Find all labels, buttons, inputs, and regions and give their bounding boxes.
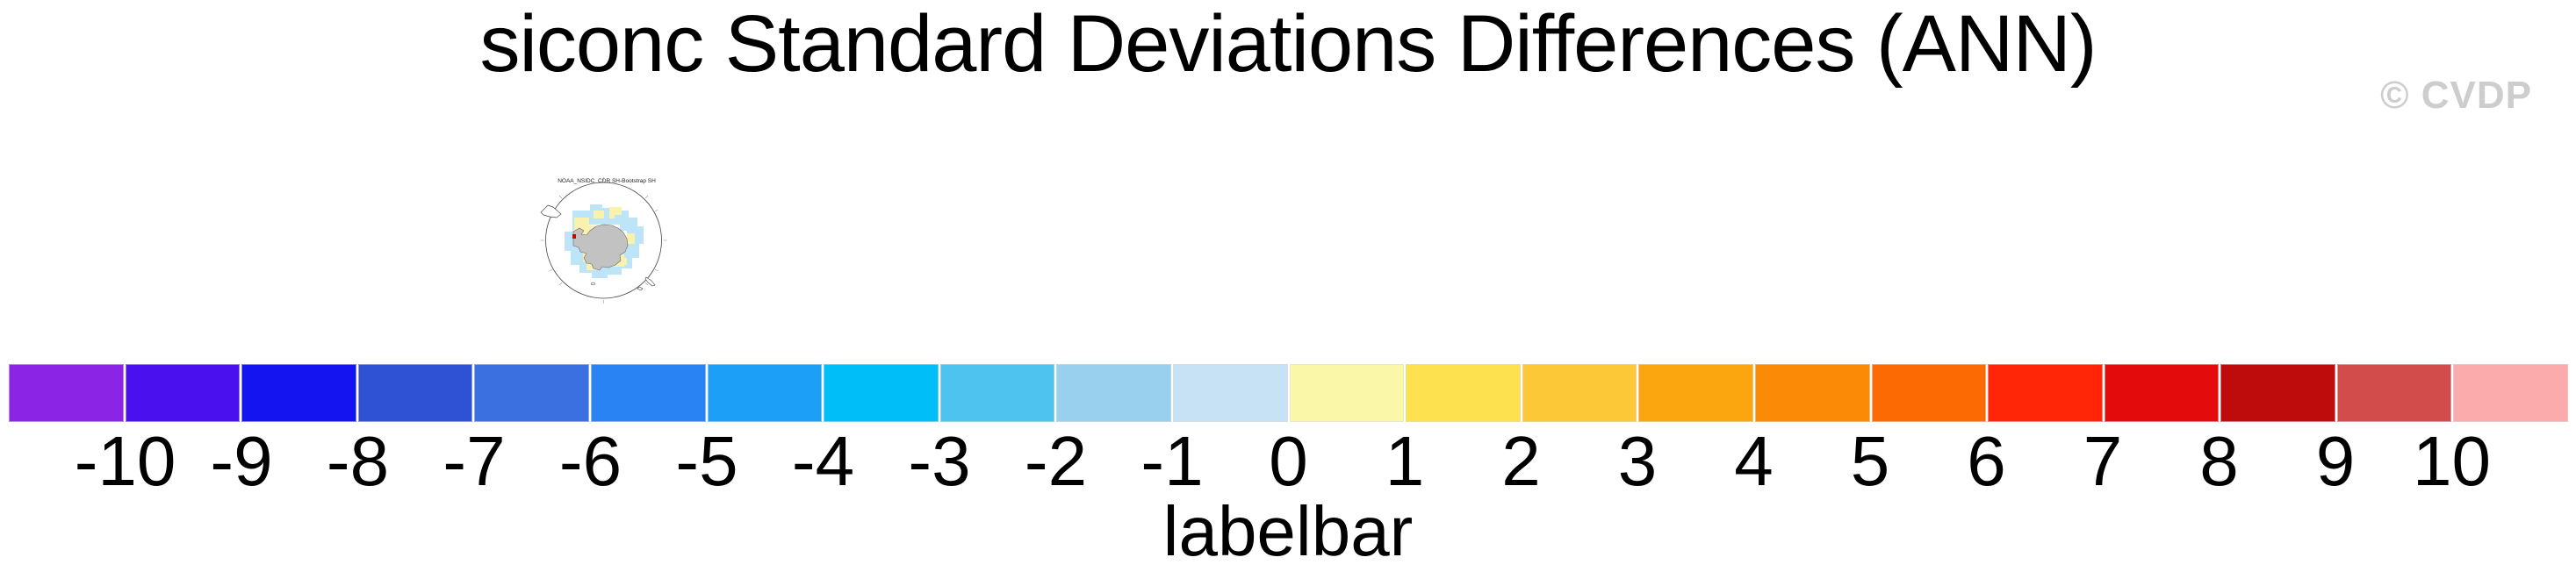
labelbar-tick: -10 — [74, 422, 176, 500]
labelbar-box — [1406, 364, 1521, 422]
antarctic-map-thumbnail: NOAA_NSIDC_CDR SH-Bootstrap SH — [540, 177, 667, 304]
map-antarctica-landmass — [572, 224, 629, 271]
labelbar-caption: labelbar — [1162, 492, 1414, 570]
map-red-anomaly-cell — [572, 234, 576, 239]
labelbar-tick: -8 — [326, 422, 390, 500]
labelbar-ticks: -10 -9 -8 -7 -6 -5 -4 -3 -2 -1 0 1 2 3 4 5 6 7 8 9 10 — [0, 426, 2576, 500]
labelbar-tick: 0 — [1269, 422, 1308, 500]
labelbar-tick: -5 — [675, 422, 738, 500]
labelbar-tick: -9 — [210, 422, 273, 500]
labelbar-tick: -2 — [1024, 422, 1088, 500]
map-panel-title: NOAA_NSIDC_CDR SH-Bootstrap SH — [558, 178, 656, 184]
labelbar-tick: 8 — [2199, 422, 2239, 500]
figure-title: siconc Standard Deviations Differences (… — [479, 0, 2097, 89]
labelbar-tick: 10 — [2413, 422, 2491, 500]
labelbar-tick: 6 — [1967, 422, 2006, 500]
labelbar-box — [125, 364, 241, 422]
labelbar-box — [1638, 364, 1753, 422]
labelbar-box — [1871, 364, 1987, 422]
labelbar-tick: -1 — [1140, 422, 1204, 500]
labelbar-box — [824, 364, 939, 422]
map-new-zealand — [637, 276, 656, 291]
labelbar — [9, 364, 2569, 422]
map-south-america-tip — [540, 204, 562, 218]
labelbar-box — [241, 364, 356, 422]
labelbar-boxes — [9, 364, 2569, 422]
labelbar-box — [707, 364, 823, 422]
map-small-island — [590, 282, 596, 286]
labelbar-box — [1988, 364, 2103, 422]
labelbar-box — [1172, 364, 1288, 422]
labelbar-box — [474, 364, 589, 422]
labelbar-box — [1522, 364, 1637, 422]
labelbar-box — [9, 364, 124, 422]
labelbar-box — [2453, 364, 2569, 422]
map-gridline-ticks — [540, 177, 667, 304]
labelbar-tick: 3 — [1617, 422, 1658, 500]
labelbar-tick: 9 — [2315, 422, 2356, 500]
labelbar-tick: -7 — [443, 422, 506, 500]
labelbar-box — [2220, 364, 2335, 422]
labelbar-tick: 4 — [1734, 422, 1774, 500]
labelbar-box — [1289, 364, 1405, 422]
labelbar-tick: 2 — [1501, 422, 1541, 500]
labelbar-tick: -4 — [791, 422, 855, 500]
labelbar-tick: 1 — [1385, 422, 1425, 500]
labelbar-box — [2336, 364, 2452, 422]
cvdp-watermark: © CVDP — [2380, 74, 2532, 117]
labelbar-box — [590, 364, 706, 422]
labelbar-tick: 7 — [2083, 422, 2123, 500]
labelbar-box — [1754, 364, 1870, 422]
labelbar-box — [1056, 364, 1171, 422]
labelbar-tick: 5 — [1850, 422, 1890, 500]
labelbar-box — [939, 364, 1055, 422]
labelbar-tick: -3 — [908, 422, 971, 500]
labelbar-box — [2104, 364, 2220, 422]
labelbar-tick: -6 — [558, 422, 622, 500]
labelbar-box — [357, 364, 473, 422]
